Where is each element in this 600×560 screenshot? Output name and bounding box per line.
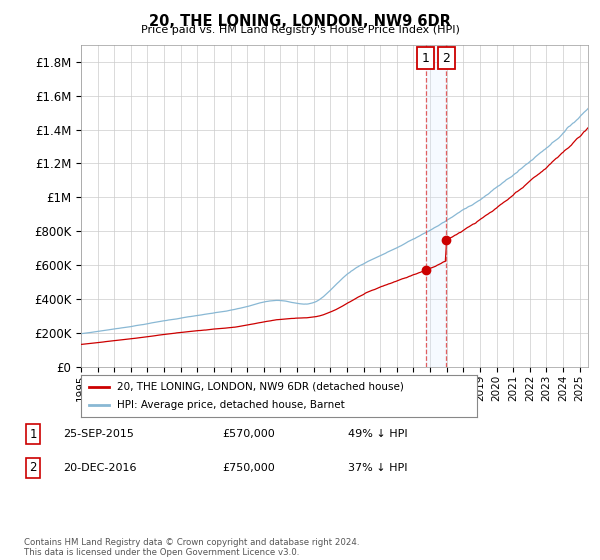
Text: HPI: Average price, detached house, Barnet: HPI: Average price, detached house, Barn… [116, 400, 344, 410]
Text: 2: 2 [29, 461, 37, 474]
Text: Contains HM Land Registry data © Crown copyright and database right 2024.
This d: Contains HM Land Registry data © Crown c… [24, 538, 359, 557]
Text: 20, THE LONING, LONDON, NW9 6DR (detached house): 20, THE LONING, LONDON, NW9 6DR (detache… [116, 382, 404, 392]
Text: 2: 2 [442, 52, 450, 65]
Text: £750,000: £750,000 [222, 463, 275, 473]
Text: 1: 1 [422, 52, 430, 65]
Text: 20-DEC-2016: 20-DEC-2016 [63, 463, 137, 473]
Text: 1: 1 [29, 427, 37, 441]
Text: Price paid vs. HM Land Registry's House Price Index (HPI): Price paid vs. HM Land Registry's House … [140, 25, 460, 35]
Text: 25-SEP-2015: 25-SEP-2015 [63, 429, 134, 439]
Bar [425, 45, 446, 367]
Text: 20, THE LONING, LONDON, NW9 6DR: 20, THE LONING, LONDON, NW9 6DR [149, 14, 451, 29]
Text: 49% ↓ HPI: 49% ↓ HPI [348, 429, 407, 439]
Text: 37% ↓ HPI: 37% ↓ HPI [348, 463, 407, 473]
Text: £570,000: £570,000 [222, 429, 275, 439]
